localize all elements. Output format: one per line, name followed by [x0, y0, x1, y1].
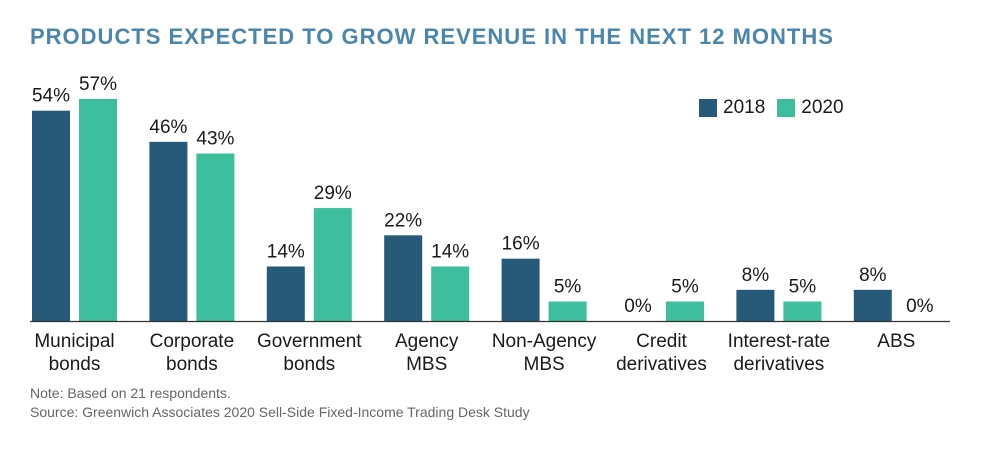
category-label-1-1: bonds	[166, 354, 218, 375]
data-label-2018-3: 22%	[384, 210, 422, 231]
data-label-2018-0: 54%	[32, 86, 70, 107]
chart-title: PRODUCTS EXPECTED TO GROW REVENUE IN THE…	[30, 24, 834, 49]
category-label-4-0: Non-Agency	[492, 331, 597, 352]
bar-2020-3	[431, 266, 470, 321]
category-label-6-1: derivatives	[733, 354, 824, 375]
data-label-2020-0: 57%	[79, 74, 117, 95]
bar-2018-2	[266, 266, 305, 321]
data-label-2020-2: 29%	[314, 183, 352, 204]
bar-2018-1	[149, 141, 188, 321]
legend: 2018 2020	[699, 97, 856, 119]
chart-source: Source: Greenwich Associates 2020 Sell-S…	[30, 404, 530, 420]
data-label-2020-1: 43%	[196, 129, 234, 150]
bar-2020-0	[79, 99, 117, 321]
category-label-3-1: MBS	[406, 354, 447, 375]
bar-2018-3	[384, 235, 423, 321]
category-label-2-1: bonds	[283, 354, 335, 375]
bar-2018-7	[853, 289, 892, 321]
category-label-5-0: Credit	[636, 331, 687, 352]
data-label-2020-3: 14%	[431, 241, 469, 262]
bar-2020-2	[313, 208, 352, 321]
data-label-2020-6: 5%	[789, 277, 817, 298]
category-label-2-0: Government	[257, 331, 362, 352]
data-label-2018-5: 0%	[624, 296, 652, 317]
category-label-7-0: ABS	[877, 331, 915, 352]
bar-2018-4	[501, 258, 540, 321]
data-label-2020-4: 5%	[554, 277, 582, 298]
chart-note: Note: Based on 21 respondents.	[30, 385, 231, 401]
category-label-3-0: Agency	[395, 331, 459, 352]
data-label-2018-2: 14%	[267, 241, 305, 262]
category-label-5-1: derivatives	[616, 354, 707, 375]
data-label-2018-6: 8%	[742, 265, 770, 286]
legend-label-2018: 2018	[723, 97, 766, 118]
data-label-2020-5: 5%	[671, 277, 699, 298]
legend-swatch-2018	[699, 99, 717, 117]
bar-2020-4	[548, 301, 587, 321]
legend-label-2020: 2020	[801, 97, 844, 118]
bar-2018-0	[32, 110, 70, 322]
category-label-6-0: Interest-rate	[728, 331, 830, 352]
legend-swatch-2020	[777, 99, 796, 117]
category-label-4-1: MBS	[524, 354, 565, 375]
bar-2020-6	[783, 301, 822, 321]
bar-2020-1	[196, 153, 235, 321]
category-label-0-0: Municipal	[34, 331, 114, 352]
data-label-2018-4: 16%	[502, 234, 540, 255]
data-label-2018-1: 46%	[149, 117, 187, 138]
data-label-2018-7: 8%	[859, 265, 887, 286]
category-label-1-0: Corporate	[150, 331, 235, 352]
legend-item-2020: 2020	[777, 97, 844, 119]
bar-2020-5	[666, 301, 704, 321]
bar-2018-6	[736, 289, 775, 321]
legend-item-2018: 2018	[699, 97, 765, 119]
data-label-2020-7: 0%	[906, 296, 934, 317]
category-label-0-1: bonds	[49, 354, 101, 375]
